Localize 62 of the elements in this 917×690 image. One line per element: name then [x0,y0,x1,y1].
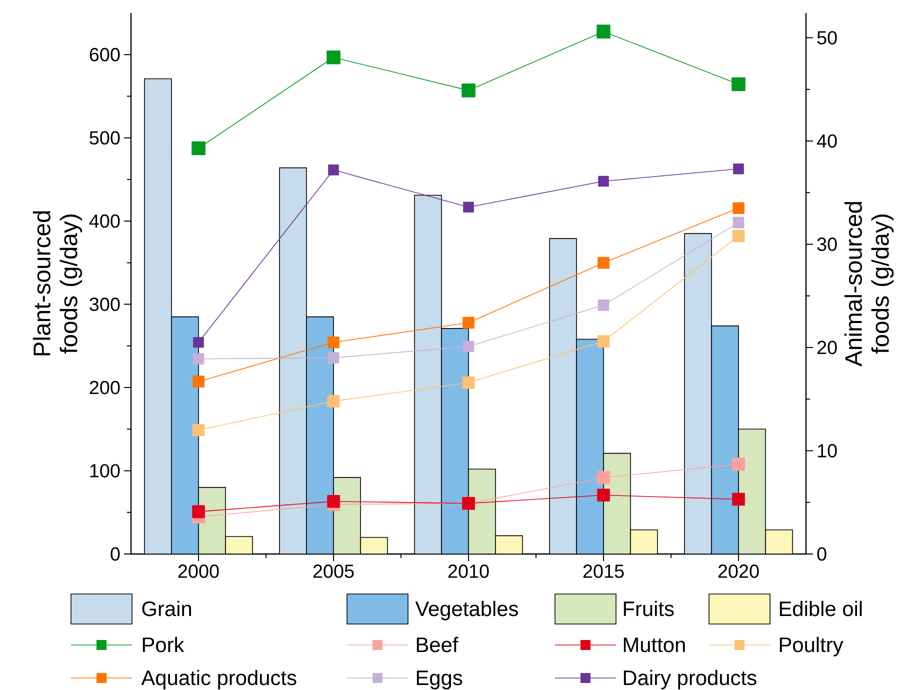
point [192,505,205,518]
x-tick-label: 2010 [448,564,489,578]
point [596,24,610,38]
point [598,300,610,311]
point [596,470,610,484]
point [462,340,474,352]
point [192,141,206,156]
x-tick-label: 2015 [583,564,624,578]
point [326,50,340,64]
point [462,84,476,98]
point [597,335,610,348]
point [732,77,746,92]
legend-label: Eggs [416,670,462,690]
x-tick-label: 2005 [313,564,354,578]
x-tick-label: 2020 [718,564,759,578]
legend-label: Pork [142,636,184,652]
legend-label: Aquatic products [141,670,296,690]
x-tick-label: 2000 [178,564,219,578]
legend-label: Edible oil [780,600,862,616]
y2-tick-label: 30 [817,238,837,251]
y-tick-label: 200 [90,380,120,394]
point [598,256,610,269]
legend-label: Beef [416,636,458,652]
point [732,216,744,228]
y2-tick-label: 40 [816,134,837,148]
legend-label: Dairy products [624,670,756,690]
legend-label: Mutton [624,638,685,652]
point [597,488,610,502]
point [327,494,340,508]
point [598,176,609,187]
point [192,353,204,365]
y-axis-title: Plant-sourced foods (g/day) [32,211,82,356]
point [462,376,475,389]
y-tick-label: 0 [110,547,120,561]
point [192,376,204,388]
point [328,164,339,176]
legend-label: Grain [142,600,192,616]
point [733,163,744,174]
point [462,316,474,329]
point [328,336,340,348]
y-tick-label: 500 [90,131,120,145]
legend-label: Fruits [624,600,674,616]
y2-tick-label: 0 [817,547,826,561]
point [732,492,745,506]
y2-tick-label: 20 [817,340,837,354]
point [732,230,745,242]
point [463,202,474,212]
point [328,352,340,364]
y-tick-label: 600 [90,48,120,62]
legend-label: Poultry [780,636,844,656]
point [732,458,746,471]
point [192,424,205,436]
y-tick-label: 400 [89,214,120,228]
y2-tick-label: 50 [817,31,837,44]
y-tick-label: 300 [90,298,120,312]
legend-label: Vegetables [415,600,518,620]
point [732,202,744,214]
point [193,336,204,348]
y2-axis-title: Animal-sourced foods (g/day) [844,202,894,367]
point [327,395,340,408]
y-tick-label: 100 [90,464,120,478]
y2-tick-label: 10 [818,444,837,458]
